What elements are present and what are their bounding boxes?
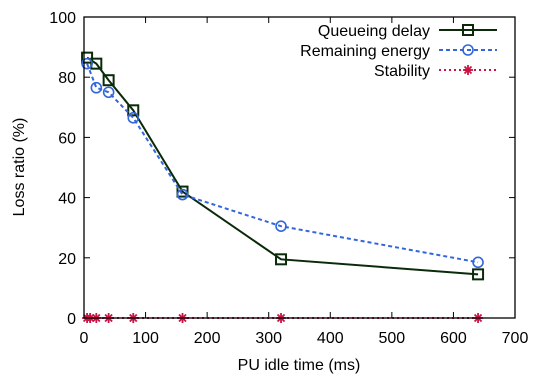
data-point — [176, 188, 189, 201]
y-tick-label: 100 — [49, 10, 76, 27]
legend-marker — [462, 44, 474, 56]
y-tick-label: 60 — [58, 130, 76, 147]
legend-marker — [463, 65, 473, 75]
y-tick-label: 40 — [58, 191, 76, 208]
ticks-layer: 0 100 200 300 400 500 600 700 0 20 40 60 80 100 — [49, 10, 528, 347]
data-point — [81, 51, 94, 64]
x-tick-label: 600 — [440, 330, 467, 347]
data-point — [275, 220, 287, 232]
data-point — [472, 268, 485, 281]
y-tick-label: 80 — [58, 70, 76, 87]
x-tick-label: 500 — [379, 330, 406, 347]
data-point — [90, 81, 103, 94]
data-point — [102, 74, 115, 87]
series-queueing-delay — [81, 51, 485, 281]
data-point — [176, 185, 189, 198]
x-tick-label: 300 — [255, 330, 282, 347]
legend-label: Remaining energy — [300, 43, 430, 60]
data-point — [127, 104, 140, 117]
y-tick-label: 20 — [58, 251, 76, 268]
series-line — [86, 56, 479, 276]
legend: Queueing delay Remaining energy Stability — [300, 23, 497, 80]
x-tick-label: 100 — [132, 330, 159, 347]
series-layer — [81, 51, 485, 323]
plot-frame — [83, 16, 516, 319]
data-point — [81, 57, 93, 70]
legend-label: Stability — [374, 63, 430, 80]
data-point — [472, 256, 484, 269]
x-axis-label: PU idle time (ms) — [238, 357, 361, 374]
series-remaining-energy — [81, 57, 484, 269]
x-tick-label: 200 — [194, 330, 221, 347]
x-tick-label: 400 — [317, 330, 344, 347]
legend-marker — [462, 24, 474, 36]
legend-label: Queueing delay — [318, 23, 430, 40]
y-axis-label: Loss ratio (%) — [11, 118, 28, 217]
data-point — [102, 86, 115, 99]
series-line — [86, 63, 479, 264]
y-tick-label: 0 — [67, 311, 76, 328]
data-point — [275, 253, 288, 266]
x-tick-label: 700 — [502, 330, 529, 347]
x-tick-label: 0 — [80, 330, 89, 347]
data-point — [127, 112, 140, 124]
